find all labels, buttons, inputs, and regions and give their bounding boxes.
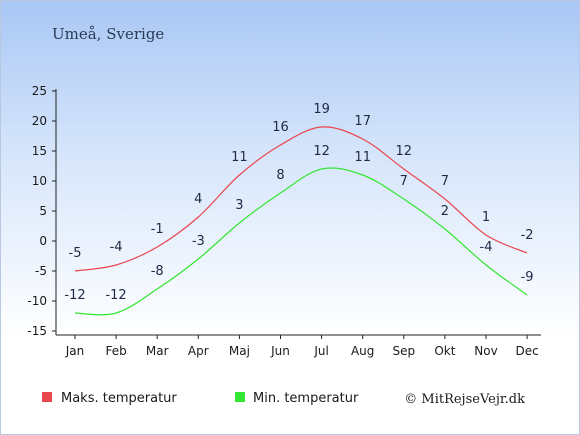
data-label: 12: [313, 144, 330, 159]
x-tick-label: Aug: [351, 344, 374, 358]
y-tick-label: -10: [27, 294, 47, 308]
data-label: -8: [151, 264, 164, 279]
data-label: 16: [272, 120, 289, 135]
series-line-0: [74, 126, 528, 272]
y-tick-label: 20: [32, 114, 47, 128]
data-label: -2: [521, 228, 534, 243]
x-tick-label: Jul: [313, 344, 328, 358]
data-label: 17: [354, 114, 371, 129]
x-tick-label: Okt: [434, 344, 455, 358]
y-tick-label: 0: [39, 234, 47, 248]
data-label: -9: [521, 270, 534, 285]
data-label: -5: [69, 246, 82, 261]
data-labels: -5 -4 -1 4 11 16 19 17 12 7 1 -2 -12 -12 -8 -3 3 8 12 11 7 2 -…: [64, 102, 533, 303]
legend: Maks. temperatur Min. temperatur: [42, 391, 359, 406]
x-tick-label: Maj: [229, 344, 250, 358]
data-label: -3: [192, 234, 205, 249]
y-tick-label: -5: [35, 264, 47, 278]
data-label: -12: [105, 288, 126, 303]
y-tick-label: 25: [32, 84, 47, 98]
y-tick-label: 15: [32, 144, 47, 158]
data-label: 1: [482, 210, 490, 225]
series-lines: [74, 126, 528, 316]
data-label: -4: [480, 240, 493, 255]
axes: 25 20 15 10 5 0 -5 -10 -15 Jan Feb Mar Apr Maj Jun Jul A…: [27, 84, 541, 358]
data-label: 2: [441, 204, 449, 219]
data-label: 3: [235, 198, 243, 213]
data-label: 12: [396, 144, 413, 159]
x-tick-label: Sep: [392, 344, 415, 358]
data-label: 7: [400, 174, 408, 189]
y-tick-label: 5: [39, 204, 47, 218]
legend-label-min: Min. temperatur: [253, 391, 359, 406]
series-line-1: [74, 167, 528, 316]
y-tick-label: 10: [32, 174, 47, 188]
x-tick-label: Nov: [474, 344, 497, 358]
x-tick-label: Jun: [270, 344, 290, 358]
data-label: 4: [194, 192, 202, 207]
data-label: 7: [441, 174, 449, 189]
x-tick-label: Apr: [188, 344, 209, 358]
data-label: -12: [64, 288, 85, 303]
data-label: 8: [276, 168, 284, 183]
chart-title: Umeå, Sverige: [52, 25, 164, 43]
x-tick-label: Jan: [65, 344, 85, 358]
credit-text: © MitRejseVejr.dk: [404, 392, 525, 407]
data-label: 11: [354, 150, 371, 165]
data-label: 11: [231, 150, 248, 165]
legend-swatch-min: [235, 392, 245, 402]
y-tick-label: -15: [27, 324, 47, 338]
x-tick-label: Dec: [515, 344, 538, 358]
x-tick-label: Feb: [105, 344, 126, 358]
legend-swatch-max: [42, 392, 52, 402]
legend-label-max: Maks. temperatur: [61, 391, 177, 406]
data-label: -4: [110, 240, 123, 255]
data-label: 19: [313, 102, 330, 117]
x-tick-label: Mar: [146, 344, 169, 358]
data-label: -1: [151, 222, 164, 237]
